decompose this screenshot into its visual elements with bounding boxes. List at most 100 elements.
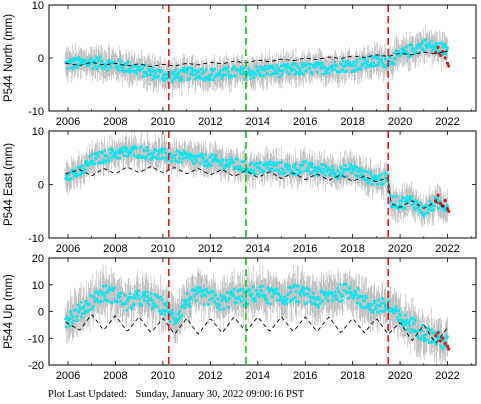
observation-point <box>107 59 111 62</box>
observation-point <box>237 167 240 171</box>
observation-point <box>416 43 420 46</box>
observation-point <box>221 159 225 162</box>
observation-point <box>207 303 210 306</box>
observation-point <box>357 67 361 71</box>
observation-point <box>250 161 254 165</box>
observation-point <box>409 331 413 334</box>
observation-point <box>78 58 81 62</box>
observation-point <box>190 154 193 158</box>
observation-point <box>330 68 334 72</box>
observation-point <box>388 309 391 313</box>
observation-point <box>320 291 323 294</box>
observation-point <box>174 321 178 324</box>
observation-point <box>243 291 246 294</box>
observation-point <box>411 316 415 320</box>
observation-point <box>355 301 359 305</box>
observation-point <box>235 158 239 161</box>
model-line <box>65 50 448 67</box>
observation-point <box>260 294 263 297</box>
observation-point <box>309 62 312 66</box>
observation-point <box>94 157 98 160</box>
observation-point <box>270 73 273 76</box>
observation-point <box>297 300 301 304</box>
observation-point <box>90 159 93 163</box>
observation-point <box>357 287 360 291</box>
observation-point <box>189 153 193 156</box>
observation-point <box>90 59 94 63</box>
observation-point <box>220 77 223 80</box>
observation-point <box>385 178 388 182</box>
observation-point <box>126 150 130 154</box>
observation-point <box>168 311 171 314</box>
recent-point <box>434 51 438 55</box>
observation-point <box>163 313 167 316</box>
observation-point <box>110 301 114 305</box>
observation-point <box>243 298 247 302</box>
observation-point <box>276 299 279 302</box>
observation-point <box>336 169 340 173</box>
observation-point <box>145 155 148 158</box>
observation-point <box>356 296 360 300</box>
observation-point <box>419 201 422 205</box>
observation-point <box>155 155 159 159</box>
observation-point <box>332 68 336 71</box>
observation-point <box>318 302 322 305</box>
observation-point <box>262 74 265 78</box>
observation-point <box>109 288 113 291</box>
observation-point <box>325 71 329 74</box>
x-tick-label: 2012 <box>198 370 222 382</box>
observation-point <box>75 174 78 178</box>
observation-point <box>96 59 100 63</box>
observation-point <box>73 65 76 68</box>
observation-point <box>283 295 287 299</box>
observation-point <box>216 297 220 301</box>
observation-point <box>237 295 240 299</box>
observation-point <box>93 300 97 303</box>
observation-point <box>398 54 402 57</box>
observation-point <box>410 195 413 198</box>
observation-point <box>361 295 365 298</box>
observation-point <box>352 294 356 297</box>
observation-point <box>79 57 83 61</box>
observation-point <box>89 161 92 165</box>
observation-point <box>154 293 158 297</box>
observation-point <box>443 344 446 348</box>
observation-point <box>130 146 134 149</box>
observation-point <box>254 162 258 165</box>
observation-point <box>240 295 244 298</box>
observation-point <box>422 214 426 218</box>
observation-point <box>64 317 67 321</box>
observation-point <box>145 74 148 78</box>
observation-point <box>360 176 364 180</box>
observation-point <box>226 162 229 166</box>
observation-point <box>392 204 396 208</box>
observation-point <box>81 312 84 316</box>
observation-point <box>134 70 137 73</box>
observation-point <box>124 302 128 305</box>
observation-point <box>213 156 217 159</box>
observation-point <box>69 61 73 65</box>
observation-point <box>249 73 252 76</box>
observation-point <box>112 61 116 64</box>
observation-point <box>118 58 121 62</box>
observation-point <box>328 173 332 177</box>
observation-point <box>373 174 376 178</box>
observation-point <box>108 61 112 65</box>
observation-point <box>277 293 281 297</box>
observation-point <box>384 304 388 308</box>
observation-point <box>291 172 295 176</box>
observation-point <box>109 66 113 69</box>
observation-point <box>277 161 281 164</box>
observation-point <box>179 75 183 79</box>
observation-point <box>257 165 261 169</box>
observation-point <box>84 309 87 313</box>
x-tick-label: 2022 <box>435 116 459 128</box>
observation-point <box>148 158 152 161</box>
observation-point <box>438 41 441 45</box>
observation-point <box>212 78 215 82</box>
observation-point <box>262 66 266 69</box>
observation-point <box>234 166 237 169</box>
observation-point <box>134 296 137 300</box>
observation-point <box>105 291 109 295</box>
observation-point <box>393 310 396 313</box>
